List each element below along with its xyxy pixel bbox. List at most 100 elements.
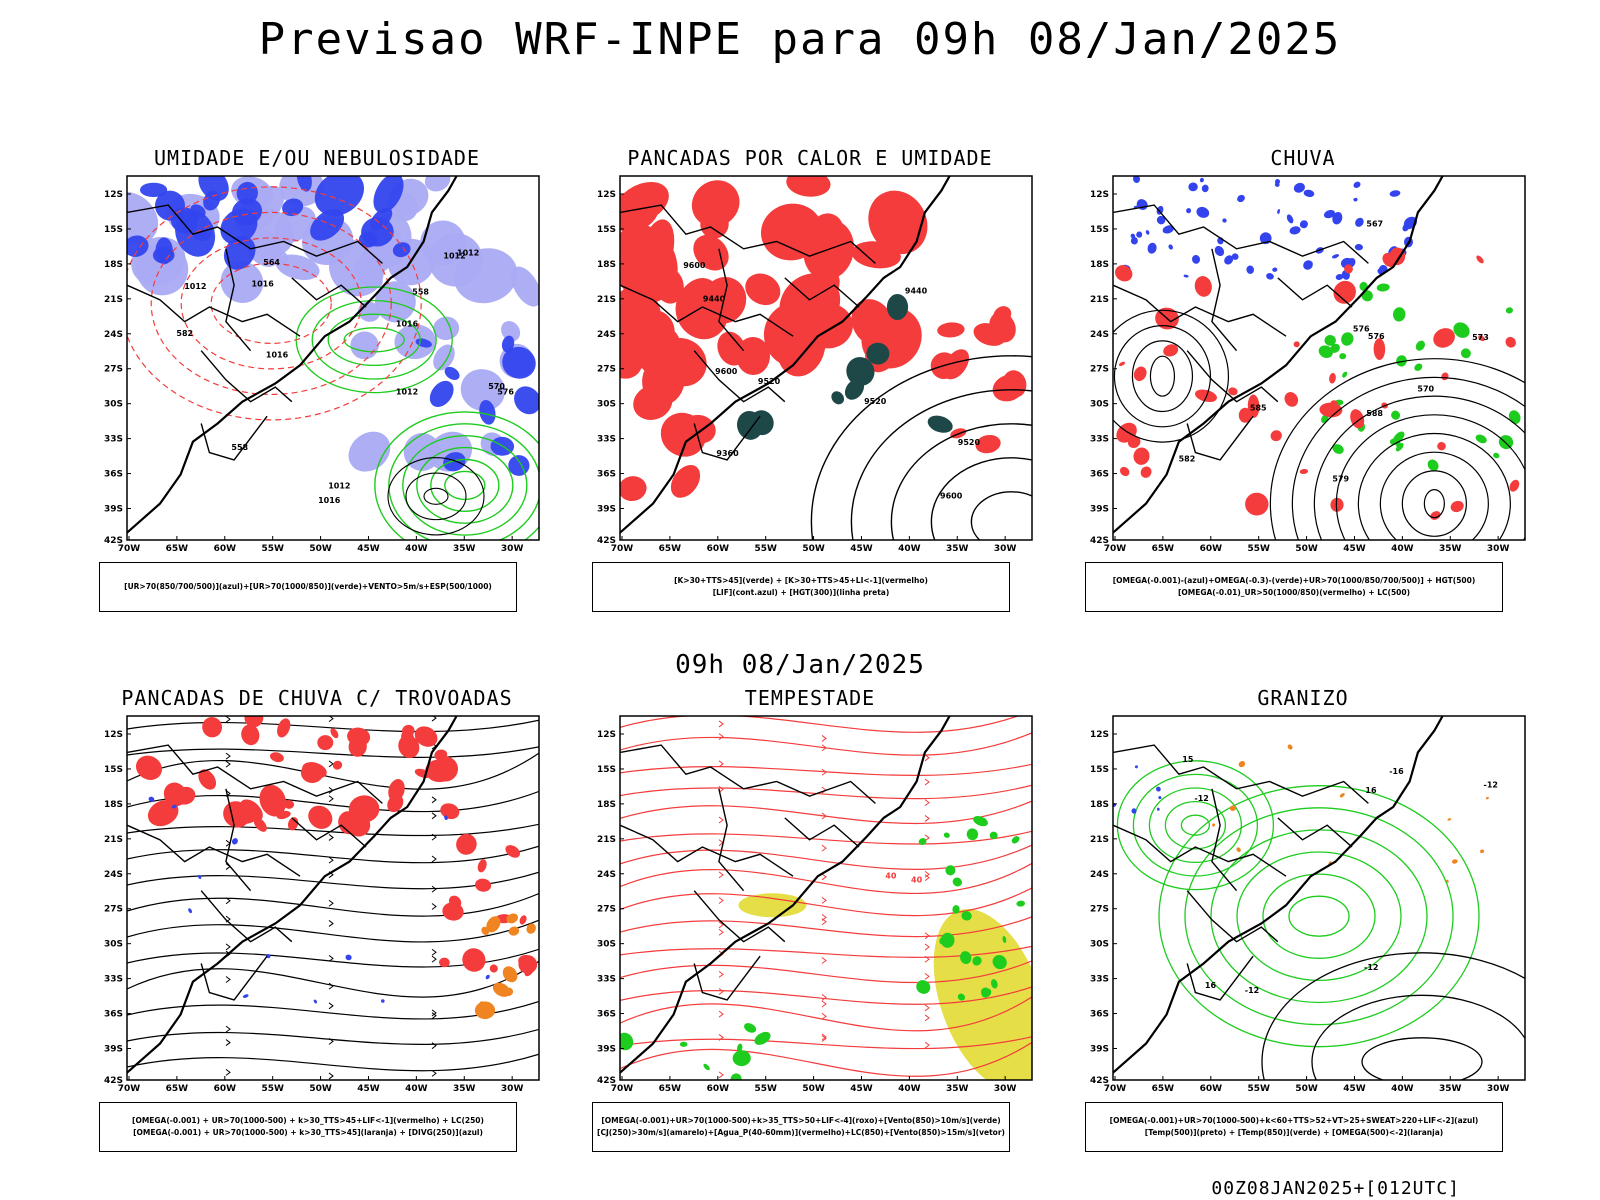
lon-label: 40W <box>405 1084 428 1094</box>
panel-umidade: UMIDADE E/OU NEBULOSIDADE 1012 1016 1016 10… <box>87 146 547 656</box>
contour-label: 9600 <box>715 367 738 376</box>
flow-arrow <box>225 752 231 760</box>
hail-area <box>1238 760 1246 768</box>
streamline <box>620 1036 1032 1050</box>
thunder-area <box>479 1001 493 1014</box>
storm-area <box>330 728 339 739</box>
wind-area <box>952 877 962 887</box>
humidity-area <box>502 346 536 379</box>
rain-area <box>1277 209 1280 214</box>
legend-line: [Temp(500)](preto) + [Temp(850)](verde) … <box>1144 1128 1444 1137</box>
thickness-contour <box>127 186 422 421</box>
humidity-area <box>429 380 454 407</box>
contour-label: 573 <box>1472 333 1489 342</box>
lon-label: 35W <box>1439 544 1462 554</box>
contour-label: -12 <box>1364 963 1378 972</box>
hail-area <box>1212 823 1216 827</box>
wind-area <box>744 1023 757 1033</box>
rain-area <box>1136 231 1143 238</box>
lat-label: 24S <box>1090 870 1109 880</box>
flow-arrow <box>924 973 930 980</box>
temperature-contour <box>1184 807 1454 1026</box>
wind-area <box>973 816 988 827</box>
contour-label: 9520 <box>758 377 781 386</box>
wind-area <box>945 865 956 876</box>
rain-area <box>1414 363 1423 371</box>
country-border <box>784 817 860 848</box>
flow-arrow <box>821 768 827 776</box>
flow-arrow <box>225 1039 231 1046</box>
height-contour <box>890 423 1032 540</box>
lon-label: 70W <box>611 544 634 554</box>
flow-arrow <box>821 1035 827 1042</box>
lat-label: 18S <box>597 800 616 810</box>
rain-area <box>1441 372 1449 381</box>
country-border <box>1186 415 1254 461</box>
wind-area <box>957 993 966 1001</box>
wind-area <box>989 831 998 840</box>
panel-chuva: CHUVA 588 582 579 576 573 570 567 585 576 12S 15S 1… <box>1073 146 1533 656</box>
rain-area <box>1133 447 1150 465</box>
temperature-contour <box>1180 814 1211 836</box>
lat-label: 21S <box>104 295 123 305</box>
wind-area <box>960 951 972 965</box>
flow-arrow <box>431 812 437 820</box>
rain-area <box>1272 267 1278 272</box>
flow-arrow <box>924 943 930 951</box>
rain-area <box>1341 332 1354 346</box>
flow-arrow <box>718 1071 724 1079</box>
lat-label: 42S <box>104 1076 123 1086</box>
rain-area <box>1266 273 1274 280</box>
rain-area <box>1415 340 1426 351</box>
panel-tempestade: TEMPESTADE 40 40 12S 15S 18S 21S 24S 27S 30S 33S 3… <box>580 686 1040 1196</box>
rain-area <box>1147 242 1157 254</box>
streamline <box>127 823 539 837</box>
rain-area <box>1303 189 1315 198</box>
instability-area <box>745 273 781 306</box>
lon-label: 65W <box>1152 1084 1175 1094</box>
temperature-contour <box>1236 851 1402 982</box>
rain-area <box>1342 371 1348 378</box>
lat-label: 30S <box>1090 940 1109 950</box>
lon-label: 55W <box>261 1084 284 1094</box>
wind-area <box>1016 900 1025 907</box>
lat-label: 27S <box>1090 905 1109 915</box>
rain-area <box>1115 265 1133 282</box>
instability-area <box>786 176 831 197</box>
contour-label: -16 <box>1389 767 1404 776</box>
hail-area <box>1447 818 1452 821</box>
lat-label: 18S <box>597 260 616 270</box>
humidity-contour <box>374 411 539 540</box>
wind-area <box>737 1043 743 1053</box>
streamline <box>127 719 539 733</box>
rain-area <box>1199 177 1204 183</box>
coastline <box>127 176 458 534</box>
flow-arrow <box>431 1012 437 1020</box>
legend-line: [OMEGA(-0.001)+UR>70(1000-500)+k<60+TTS>… <box>1109 1116 1479 1125</box>
hail-area <box>1158 796 1162 800</box>
humidity-contour <box>430 458 500 512</box>
humidity-area <box>190 204 206 218</box>
map-chuva: 588 582 579 576 573 570 567 585 576 12S 15S 18S 21S 2… <box>1090 175 1526 554</box>
flow-arrow <box>821 957 827 964</box>
rain-area <box>1391 410 1401 420</box>
lat-label: 27S <box>104 365 123 375</box>
contour-label: 1016 <box>318 496 341 505</box>
lat-label: 24S <box>1090 330 1109 340</box>
height-contour <box>1291 376 1525 540</box>
instability-area <box>621 359 645 372</box>
contour-label: 1012 <box>328 482 350 491</box>
lat-label: 33S <box>1090 975 1109 985</box>
storm-area <box>147 800 179 827</box>
country-border <box>620 824 794 877</box>
pressure-contour <box>387 457 485 536</box>
flow-arrow <box>924 1041 930 1049</box>
flow-arrow <box>924 1004 930 1012</box>
instability-area <box>851 299 894 346</box>
country-border <box>1113 284 1287 337</box>
storm-area <box>475 878 492 892</box>
rain-area <box>1132 176 1141 183</box>
flow-arrow <box>821 896 827 904</box>
storm-area <box>244 716 264 728</box>
humidity-area <box>348 431 391 472</box>
